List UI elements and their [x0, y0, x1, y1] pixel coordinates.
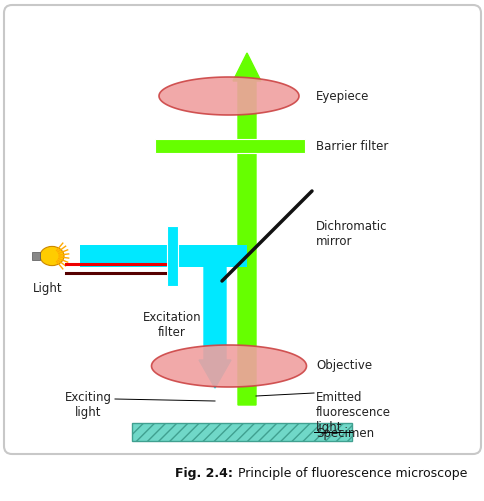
Text: Fig. 2.4:: Fig. 2.4: — [175, 466, 232, 479]
Bar — [155, 139, 304, 153]
FancyArrow shape — [198, 267, 230, 388]
FancyArrow shape — [232, 53, 260, 405]
Bar — [32, 252, 40, 260]
Text: Specimen: Specimen — [316, 427, 373, 440]
Text: Objective: Objective — [316, 360, 371, 373]
Bar — [80, 245, 246, 267]
Text: Principle of fluorescence microscope: Principle of fluorescence microscope — [229, 466, 467, 479]
Text: Light: Light — [33, 282, 63, 295]
Text: Excitation
filter: Excitation filter — [142, 311, 201, 339]
Polygon shape — [151, 345, 306, 387]
Text: Dichromatic
mirror: Dichromatic mirror — [316, 220, 387, 248]
FancyBboxPatch shape — [4, 5, 480, 454]
Bar — [166, 226, 178, 286]
Text: Eyepiece: Eyepiece — [316, 90, 369, 103]
Polygon shape — [159, 77, 298, 115]
Text: Emitted
fluorescence
light: Emitted fluorescence light — [316, 391, 390, 434]
Ellipse shape — [40, 246, 64, 266]
Bar — [132, 423, 351, 441]
Text: Exciting
light: Exciting light — [64, 391, 111, 419]
Text: Barrier filter: Barrier filter — [316, 139, 388, 152]
